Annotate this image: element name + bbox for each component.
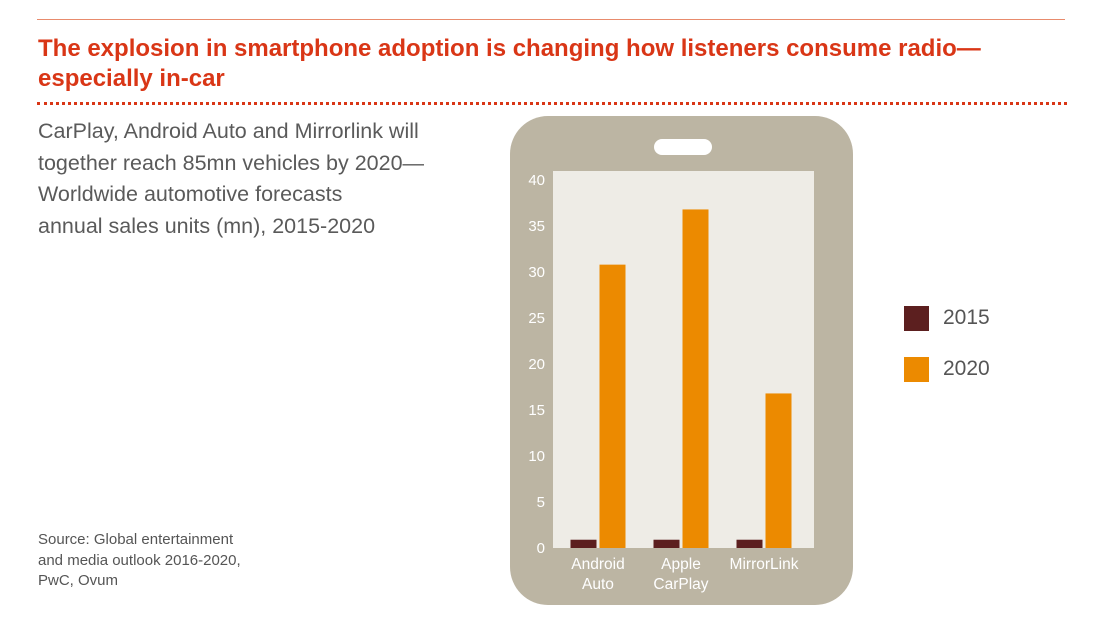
bar-2020-1 — [682, 209, 709, 548]
legend-item-2020: 2020 — [904, 356, 990, 382]
legend-swatch-2020 — [904, 356, 929, 382]
x-category-label: Apple — [661, 556, 701, 573]
y-tick-label: 5 — [537, 494, 545, 511]
y-tick-label: 20 — [528, 356, 545, 373]
subtitle-line: together reach 85mn vehicles by 2020— — [38, 150, 425, 175]
x-category-label: Auto — [582, 576, 614, 593]
top-rule — [37, 19, 1065, 20]
bar-2015-1 — [653, 539, 680, 548]
subtitle-line: CarPlay, Android Auto and Mirrorlink wil… — [38, 119, 419, 143]
x-category-label: MirrorLink — [730, 556, 799, 573]
y-tick-label: 40 — [528, 172, 545, 189]
source-line: PwC, Ovum — [38, 572, 119, 589]
subtitle-line: annual sales units (mn), 2015-2020 — [38, 213, 376, 238]
bar-2015-2 — [736, 539, 763, 548]
bar-2020-0 — [599, 264, 626, 548]
dotted-divider — [37, 102, 1067, 105]
x-category-label: CarPlay — [653, 576, 708, 593]
x-category-label: Android — [571, 556, 624, 573]
chart-subtitle: CarPlay, Android Auto and Mirrorlink wil… — [38, 116, 498, 242]
y-tick-label: 35 — [528, 218, 545, 235]
y-tick-label: 15 — [528, 402, 545, 419]
bar-2020-2 — [765, 393, 792, 548]
legend-swatch-2015 — [904, 305, 929, 331]
bar-2015-0 — [570, 539, 597, 548]
chart-legend: 2015 2020 — [904, 305, 990, 407]
phone-speaker-icon — [654, 139, 712, 155]
source-note: Source: Global entertainment and media o… — [38, 530, 298, 592]
legend-item-2015: 2015 — [904, 305, 990, 331]
subtitle-line: Worldwide automotive forecasts — [38, 182, 343, 206]
source-line: and media outlook 2016-2020, — [38, 551, 241, 569]
page-title: The explosion in smartphone adoption is … — [38, 35, 981, 92]
y-tick-label: 10 — [528, 448, 545, 465]
legend-label-2015: 2015 — [943, 306, 990, 329]
y-tick-label: 25 — [528, 310, 545, 327]
source-line: Source: Global entertainment — [38, 531, 234, 548]
y-tick-label: 0 — [537, 540, 545, 557]
legend-label-2020: 2020 — [943, 357, 990, 380]
y-tick-label: 30 — [528, 264, 545, 281]
